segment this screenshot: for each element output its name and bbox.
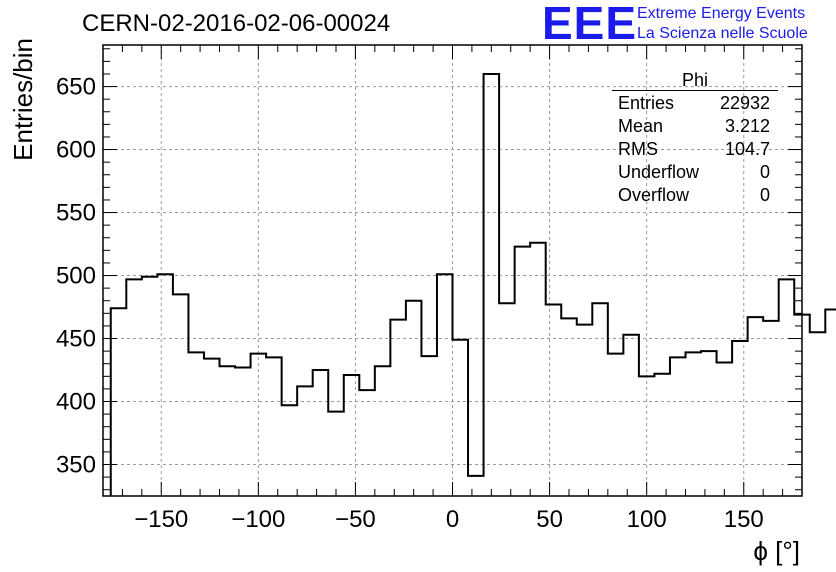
- x-tick-label: 150: [724, 506, 764, 533]
- histogram-bin: [313, 370, 329, 496]
- y-tick-label: 350: [56, 452, 96, 479]
- eee-logo: EEE: [542, 0, 638, 49]
- histogram-bin: [111, 308, 127, 496]
- stats-row-entries: Entries 22932: [612, 92, 778, 115]
- x-tick-label: 0: [446, 506, 459, 533]
- histogram-bin: [686, 352, 702, 496]
- histogram-bin: [654, 374, 670, 496]
- stats-row-mean: Mean 3.212: [612, 115, 778, 138]
- histogram-bin: [235, 368, 251, 496]
- histogram-bin: [670, 357, 686, 496]
- histogram-bin: [608, 354, 624, 496]
- x-tick-label: −50: [335, 506, 376, 533]
- x-tick-label: −100: [231, 506, 285, 533]
- x-tick-label: 100: [627, 506, 667, 533]
- histogram-bin: [701, 351, 717, 496]
- histogram-bin: [266, 357, 282, 496]
- histogram-bin: [763, 321, 779, 496]
- stats-value: 0: [759, 162, 770, 182]
- y-tick-label: 650: [56, 74, 96, 101]
- histogram-bin: [173, 294, 189, 496]
- histogram-bin: [437, 274, 453, 496]
- histogram-bin: [157, 274, 173, 496]
- logo-line-2: La Scienza nelle Scuole: [637, 25, 808, 42]
- stats-value: 0: [759, 185, 770, 205]
- stats-row-rms: RMS 104.7: [612, 138, 778, 161]
- logo-line-1: Extreme Energy Events: [637, 5, 806, 22]
- stats-label: RMS: [618, 139, 658, 159]
- y-axis-label: Entries/bin: [8, 38, 38, 161]
- histogram-bin: [406, 301, 422, 496]
- histogram-bin: [375, 366, 391, 496]
- histogram-bin: [390, 320, 406, 496]
- histogram-bin: [810, 332, 826, 496]
- x-axis-label: ϕ [°]: [753, 536, 800, 566]
- y-tick-label: 600: [56, 137, 96, 164]
- stats-divider: [612, 90, 778, 91]
- stats-value: 22932: [719, 93, 770, 113]
- x-tick-label: 50: [536, 506, 563, 533]
- histogram-bin: [515, 247, 531, 496]
- histogram-bin: [825, 310, 836, 496]
- stats-title: Phi: [681, 70, 708, 90]
- histogram-bin: [359, 390, 375, 496]
- histogram-bin: [126, 279, 142, 496]
- histogram-bin: [220, 366, 236, 496]
- histogram-bin: [561, 318, 577, 496]
- stats-label: Mean: [618, 116, 664, 136]
- y-tick-label: 400: [56, 389, 96, 416]
- histogram-bin: [188, 352, 204, 496]
- histogram-bin: [453, 340, 469, 496]
- histogram-bin: [546, 305, 562, 496]
- histogram-outline: [109, 72, 836, 496]
- histogram-bin: [142, 277, 158, 496]
- y-tick-label: 500: [56, 263, 96, 290]
- histogram-bin: [421, 356, 437, 496]
- stats-box: Phi Entries 22932 Mean 3.212 RMS 104.7 U…: [612, 70, 778, 207]
- histogram-bin: [779, 279, 795, 496]
- y-tick-label: 450: [56, 326, 96, 353]
- y-tick-label: 550: [56, 200, 96, 227]
- histogram-bin: [530, 243, 546, 496]
- stats-label: Overflow: [618, 185, 690, 205]
- histogram-bin: [204, 359, 220, 496]
- stats-row-underflow: Underflow 0: [612, 161, 778, 184]
- stats-value: 104.7: [724, 139, 770, 159]
- histogram-bin: [484, 74, 500, 496]
- stats-value: 3.212: [724, 116, 770, 136]
- histogram-bin: [717, 362, 733, 496]
- histogram-bin: [623, 335, 639, 496]
- histogram-bin: [732, 341, 748, 496]
- histogram-bin: [344, 375, 360, 496]
- x-tick-label: −150: [134, 506, 188, 533]
- histogram-bin: [282, 405, 298, 496]
- histogram-bin: [468, 476, 484, 496]
- chart-title: CERN-02-2016-02-06-00024: [82, 10, 391, 37]
- stats-label: Entries: [618, 93, 675, 113]
- histogram-bin: [328, 412, 344, 496]
- histogram-bin: [499, 303, 515, 496]
- histogram-bin: [748, 317, 764, 496]
- stats-label: Underflow: [618, 162, 700, 182]
- histogram-bin: [592, 303, 608, 496]
- stats-row-overflow: Overflow 0: [612, 184, 778, 207]
- histogram-bin: [577, 325, 593, 496]
- histogram-bin: [297, 386, 313, 496]
